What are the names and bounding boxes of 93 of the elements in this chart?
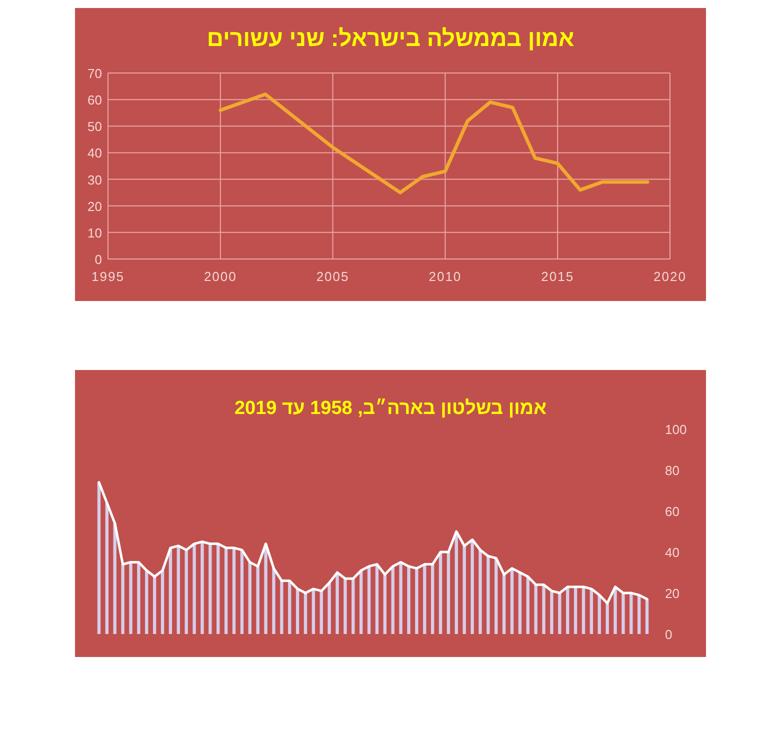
line-series [98, 481, 648, 604]
bar [288, 580, 292, 634]
bar [367, 566, 371, 634]
bar [542, 584, 546, 634]
bar [590, 588, 594, 634]
bar [105, 502, 109, 634]
chart-title: אמון בשלטון בארה״ב, 1958 עד 2019 [234, 398, 547, 419]
bar [129, 562, 132, 634]
bar [598, 595, 601, 634]
bar [176, 546, 180, 634]
y-tick-label: 10 [88, 225, 102, 240]
bar [645, 599, 649, 634]
bar [296, 588, 300, 634]
bar [438, 552, 442, 634]
bar [630, 593, 633, 634]
bar [454, 532, 458, 634]
bar [240, 550, 244, 634]
y-tick-label: 20 [665, 586, 680, 601]
bar [470, 540, 474, 634]
bar [391, 566, 394, 634]
bar [446, 552, 450, 634]
bar [637, 595, 641, 634]
bar [375, 564, 379, 634]
bar [336, 572, 339, 634]
bar [304, 593, 308, 634]
bar [399, 562, 402, 634]
bar [160, 570, 164, 634]
bar [248, 562, 252, 634]
bar [502, 574, 506, 634]
bar [383, 574, 387, 634]
bar [558, 593, 562, 634]
y-tick-label: 60 [88, 92, 102, 108]
y-tick-label: 100 [665, 422, 687, 437]
bar [606, 603, 609, 634]
y-tick-label: 40 [88, 146, 102, 161]
x-tick-label: 2000 [204, 269, 237, 284]
bar [216, 544, 220, 634]
y-tick-label: 60 [665, 504, 680, 519]
bar [478, 550, 482, 634]
bar [510, 568, 514, 634]
bar [550, 590, 554, 634]
bar [534, 584, 538, 634]
bar [423, 564, 426, 634]
bar [184, 550, 188, 634]
bar [574, 586, 578, 634]
bar [359, 570, 363, 634]
bar [137, 562, 140, 634]
bar [192, 544, 196, 634]
y-tick-label: 70 [88, 66, 102, 81]
x-tick-label: 2005 [316, 269, 350, 284]
bar [232, 548, 236, 634]
y-tick-label: 0 [665, 627, 672, 642]
line-series [218, 92, 650, 194]
bar [486, 556, 490, 634]
bar [272, 568, 276, 634]
bar [462, 546, 466, 634]
bar [430, 564, 434, 634]
bar [145, 570, 148, 634]
bar [121, 564, 124, 634]
bar [622, 593, 625, 634]
bar [224, 548, 228, 634]
y-tick-label: 50 [88, 119, 102, 134]
y-tick-label: 30 [88, 172, 102, 188]
y-tick-label: 20 [88, 198, 102, 214]
bar [200, 542, 204, 634]
bar [264, 544, 268, 634]
x-tick-label: 2015 [541, 269, 574, 284]
x-tick-label: 2020 [654, 269, 686, 284]
bar [526, 576, 530, 634]
bar [344, 578, 347, 634]
bar [352, 578, 355, 634]
bar [320, 590, 323, 634]
y-tick-label: 0 [94, 252, 102, 267]
y-tick-label: 40 [665, 545, 680, 560]
bar [518, 572, 522, 634]
chart-title: אמון בממשלה בישראל: שני עשורים [206, 25, 574, 51]
bar [256, 566, 260, 634]
bar [566, 586, 570, 634]
bar [407, 566, 410, 634]
bar [582, 586, 586, 634]
bar [280, 580, 284, 634]
x-tick-label: 1995 [92, 269, 124, 284]
bar [415, 568, 418, 634]
bar [614, 586, 617, 634]
bar [168, 548, 172, 634]
bar [152, 576, 156, 634]
y-tick-label: 80 [665, 463, 680, 478]
x-tick-label: 2010 [428, 269, 462, 284]
bar [328, 582, 331, 634]
bar [97, 482, 101, 634]
bar [494, 558, 498, 634]
bar [312, 588, 316, 634]
bar [208, 544, 212, 634]
